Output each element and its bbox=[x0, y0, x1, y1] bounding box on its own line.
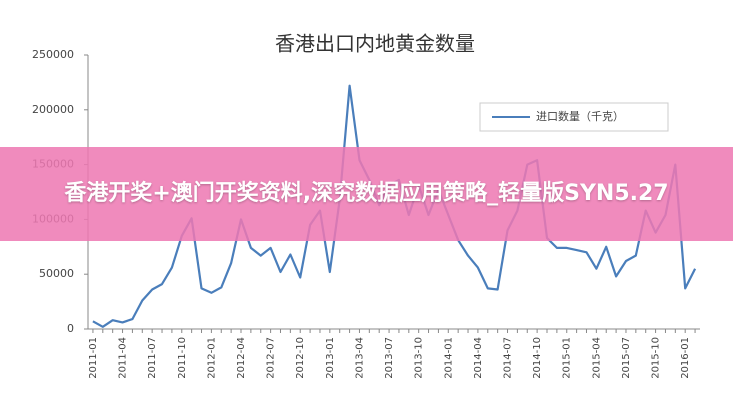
x-tick-label: 2013-07 bbox=[384, 337, 395, 379]
x-tick-label: 2012-07 bbox=[266, 337, 277, 379]
x-tick-label: 2012-04 bbox=[236, 337, 247, 379]
x-tick-label: 2016-01 bbox=[680, 337, 691, 379]
x-tick-label: 2014-01 bbox=[443, 337, 454, 379]
y-tick-label: 0 bbox=[67, 322, 74, 335]
x-tick-label: 2014-07 bbox=[503, 337, 514, 379]
y-tick-label: 250000 bbox=[32, 48, 74, 61]
x-tick-label: 2013-04 bbox=[354, 337, 365, 379]
x-tick-label: 2014-04 bbox=[473, 337, 484, 379]
x-tick-label: 2013-10 bbox=[414, 337, 425, 379]
y-tick-label: 50000 bbox=[39, 267, 74, 280]
x-tick-label: 2011-04 bbox=[118, 337, 129, 379]
x-tick-label: 2011-10 bbox=[177, 337, 188, 379]
x-tick-label: 2012-10 bbox=[295, 337, 306, 379]
x-tick-label: 2015-01 bbox=[562, 337, 573, 379]
x-tick-label: 2011-01 bbox=[88, 337, 99, 379]
chart-title: 香港出口内地黄金数量 bbox=[275, 32, 475, 56]
x-tick-label: 2015-10 bbox=[651, 337, 662, 379]
x-tick-label: 2011-07 bbox=[147, 337, 158, 379]
x-tick-label: 2015-07 bbox=[621, 337, 632, 379]
overlay-text: 香港开奖+澳门开奖资料,深究数据应用策略_轻量版SYN5.27 bbox=[64, 181, 669, 206]
x-tick-label: 2014-10 bbox=[532, 337, 543, 379]
legend-label: 进口数量（千克） bbox=[536, 110, 624, 123]
overlay-banner: 香港开奖+澳门开奖资料,深究数据应用策略_轻量版SYN5.27 bbox=[0, 147, 733, 241]
y-tick-label: 200000 bbox=[32, 103, 74, 116]
x-tick-label: 2013-01 bbox=[325, 337, 336, 379]
x-tick-label: 2015-04 bbox=[591, 337, 602, 379]
x-tick-label: 2012-01 bbox=[206, 337, 217, 379]
